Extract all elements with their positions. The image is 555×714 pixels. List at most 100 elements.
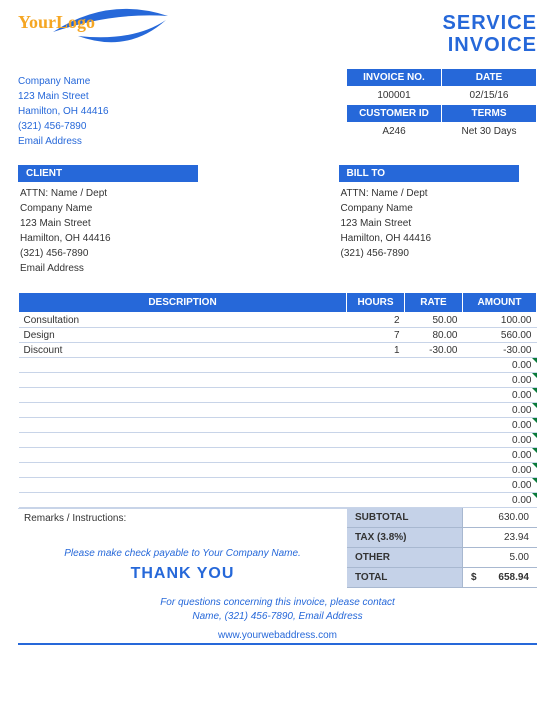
client-header: CLIENT bbox=[18, 165, 198, 182]
item-rate: -30.00 bbox=[405, 343, 463, 358]
client-col: CLIENT ATTN: Name / Dept Company Name 12… bbox=[18, 155, 217, 276]
items-hdr-hours: HOURS bbox=[347, 293, 405, 313]
triangle-icon bbox=[532, 358, 537, 363]
item-amount: 100.00 bbox=[463, 313, 537, 328]
footer-row: Remarks / Instructions: Please make chec… bbox=[18, 508, 537, 588]
table-row: 0.00 bbox=[19, 388, 537, 403]
triangle-icon bbox=[532, 433, 537, 438]
item-amount: -30.00 bbox=[463, 343, 537, 358]
item-desc: Discount bbox=[19, 343, 347, 358]
company-block: Company Name 123 Main Street Hamilton, O… bbox=[18, 74, 109, 149]
totals-label: OTHER bbox=[347, 548, 463, 567]
item-hours bbox=[347, 463, 405, 478]
logo-text: YourLogo bbox=[18, 12, 95, 32]
item-hours: 1 bbox=[347, 343, 405, 358]
company-citystate: Hamilton, OH 44416 bbox=[18, 104, 109, 119]
top-info: Company Name 123 Main Street Hamilton, O… bbox=[18, 68, 537, 149]
item-rate bbox=[405, 493, 463, 508]
remarks-label: Remarks / Instructions: bbox=[24, 513, 341, 524]
totals-row: TOTAL$658.94 bbox=[347, 568, 537, 588]
item-hours bbox=[347, 388, 405, 403]
totals-row: TAX (3.8%)23.94 bbox=[347, 528, 537, 548]
meta-hdr-invoice: INVOICE NO. bbox=[347, 69, 442, 87]
table-row: 0.00 bbox=[19, 463, 537, 478]
item-desc bbox=[19, 463, 347, 478]
item-desc bbox=[19, 448, 347, 463]
client-email: Email Address bbox=[20, 261, 217, 276]
item-amount: 0.00 bbox=[463, 448, 537, 463]
triangle-icon bbox=[532, 403, 537, 408]
table-row: 0.00 bbox=[19, 358, 537, 373]
title-line2: INVOICE bbox=[443, 34, 537, 56]
item-rate bbox=[405, 433, 463, 448]
remarks-block: Remarks / Instructions: Please make chec… bbox=[18, 508, 347, 588]
item-amount: 0.00 bbox=[463, 373, 537, 388]
client-citystate: Hamilton, OH 44416 bbox=[20, 231, 217, 246]
item-hours bbox=[347, 358, 405, 373]
triangle-icon bbox=[532, 463, 537, 468]
item-desc bbox=[19, 418, 347, 433]
totals-row: OTHER5.00 bbox=[347, 548, 537, 568]
items-hdr-desc: DESCRIPTION bbox=[19, 293, 347, 313]
meta-table: INVOICE NO. DATE 100001 02/15/16 CUSTOME… bbox=[346, 68, 537, 140]
item-desc bbox=[19, 478, 347, 493]
footer-text: For questions concerning this invoice, p… bbox=[18, 596, 537, 624]
client-phone: (321) 456-7890 bbox=[20, 246, 217, 261]
title-line1: SERVICE bbox=[443, 12, 537, 34]
item-hours bbox=[347, 403, 405, 418]
bottom-border bbox=[18, 643, 537, 645]
billto-attn: ATTN: Name / Dept bbox=[341, 186, 538, 201]
item-amount: 0.00 bbox=[463, 478, 537, 493]
totals-value: 630.00 bbox=[463, 508, 537, 527]
item-amount: 0.00 bbox=[463, 433, 537, 448]
item-rate bbox=[405, 463, 463, 478]
client-name: Company Name bbox=[20, 201, 217, 216]
billto-header: BILL TO bbox=[339, 165, 519, 182]
item-rate bbox=[405, 448, 463, 463]
billto-col: BILL TO ATTN: Name / Dept Company Name 1… bbox=[339, 155, 538, 276]
totals-label: SUBTOTAL bbox=[347, 508, 463, 527]
item-desc: Design bbox=[19, 328, 347, 343]
totals-value: 5.00 bbox=[463, 548, 537, 567]
company-email: Email Address bbox=[18, 134, 109, 149]
item-desc bbox=[19, 388, 347, 403]
table-row: Consultation250.00100.00 bbox=[19, 313, 537, 328]
triangle-icon bbox=[532, 373, 537, 378]
table-row: 0.00 bbox=[19, 403, 537, 418]
address-row: CLIENT ATTN: Name / Dept Company Name 12… bbox=[18, 155, 537, 276]
footer-line1: For questions concerning this invoice, p… bbox=[18, 596, 537, 610]
item-amount: 0.00 bbox=[463, 388, 537, 403]
item-amount: 0.00 bbox=[463, 358, 537, 373]
item-amount: 560.00 bbox=[463, 328, 537, 343]
client-street: 123 Main Street bbox=[20, 216, 217, 231]
totals-block: SUBTOTAL630.00TAX (3.8%)23.94OTHER5.00TO… bbox=[347, 508, 537, 588]
meta-val-invoice: 100001 bbox=[347, 87, 442, 105]
item-rate bbox=[405, 418, 463, 433]
item-hours bbox=[347, 448, 405, 463]
meta-hdr-custid: CUSTOMER ID bbox=[347, 105, 442, 123]
item-desc bbox=[19, 433, 347, 448]
item-desc: Consultation bbox=[19, 313, 347, 328]
totals-label: TAX (3.8%) bbox=[347, 528, 463, 547]
item-rate bbox=[405, 403, 463, 418]
payable-text: Please make check payable to Your Compan… bbox=[24, 548, 341, 559]
thank-you-text: THANK YOU bbox=[24, 565, 341, 583]
meta-hdr-terms: TERMS bbox=[442, 105, 537, 123]
item-hours bbox=[347, 433, 405, 448]
table-row: Design780.00560.00 bbox=[19, 328, 537, 343]
items-hdr-amount: AMOUNT bbox=[463, 293, 537, 313]
item-amount: 0.00 bbox=[463, 463, 537, 478]
triangle-icon bbox=[532, 478, 537, 483]
totals-row: SUBTOTAL630.00 bbox=[347, 508, 537, 528]
table-row: 0.00 bbox=[19, 448, 537, 463]
items-hdr-rate: RATE bbox=[405, 293, 463, 313]
item-rate bbox=[405, 373, 463, 388]
item-hours bbox=[347, 478, 405, 493]
meta-block: INVOICE NO. DATE 100001 02/15/16 CUSTOME… bbox=[346, 68, 537, 140]
meta-val-date: 02/15/16 bbox=[442, 87, 537, 105]
item-desc bbox=[19, 358, 347, 373]
item-hours bbox=[347, 493, 405, 508]
billto-address: ATTN: Name / Dept Company Name 123 Main … bbox=[339, 186, 538, 261]
footer-url: www.yourwebaddress.com bbox=[18, 630, 537, 641]
table-row: 0.00 bbox=[19, 418, 537, 433]
